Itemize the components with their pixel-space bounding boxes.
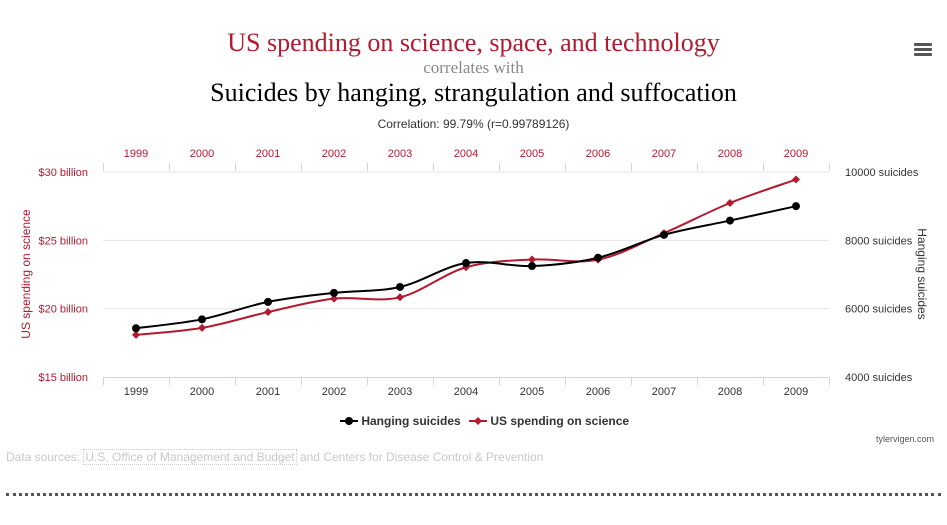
- x-axis-bottom-tick-label: 2009: [784, 386, 808, 398]
- data-source-link[interactable]: U.S. Office of Management and Budget: [83, 449, 297, 465]
- legend-marker-diamond-icon: [469, 417, 487, 425]
- y-axis-left-title: US spending on science: [19, 209, 33, 339]
- y-axis-right-tick-label: 6000 suicides: [845, 304, 913, 316]
- data-sources-suffix: and Centers for Disease Control & Preven…: [296, 450, 544, 464]
- legend-marker-circle-icon: [340, 417, 358, 425]
- y-axis-right-tick-label: 10000 suicides: [845, 167, 919, 179]
- legend-label: US spending on science: [490, 414, 630, 428]
- y-axis-left-tick-label: $30 billion: [38, 167, 88, 179]
- data-point-hanging-suicides: [396, 282, 404, 291]
- x-axis-bottom-tick-label: 2003: [388, 386, 412, 398]
- data-point-us-spending: [396, 293, 404, 302]
- x-axis-top-tick-label: 2006: [586, 148, 610, 160]
- data-point-us-spending: [264, 308, 272, 317]
- data-point-hanging-suicides: [198, 315, 206, 324]
- x-axis-top-tick-label: 2002: [322, 148, 346, 160]
- chart-title-primary: US spending on science, space, and techn…: [227, 28, 720, 57]
- data-point-hanging-suicides: [726, 216, 734, 225]
- x-axis-bottom-tick-label: 1999: [124, 386, 148, 398]
- x-axis-bottom-tick-label: 2006: [586, 386, 610, 398]
- data-point-hanging-suicides: [462, 259, 470, 268]
- chart-title-connector: correlates with: [423, 58, 524, 77]
- legend-item-us-spending[interactable]: US spending on science: [469, 414, 629, 428]
- hamburger-menu-icon[interactable]: [914, 43, 932, 57]
- y-axis-left-tick-label: $25 billion: [38, 235, 88, 247]
- data-point-us-spending: [726, 199, 734, 208]
- x-axis-top-tick-label: 1999: [124, 148, 148, 160]
- y-axis-left-tick-label: $15 billion: [38, 372, 88, 384]
- data-point-us-spending: [792, 175, 800, 184]
- data-point-hanging-suicides: [594, 253, 602, 262]
- x-axis-top-tick-label: 2005: [520, 148, 544, 160]
- data-point-hanging-suicides: [528, 262, 536, 271]
- data-point-us-spending: [132, 330, 140, 339]
- x-axis-top-tick-label: 2008: [718, 148, 742, 160]
- dotted-divider: [6, 493, 941, 496]
- y-axis-left-tick-label: $20 billion: [38, 304, 88, 316]
- x-axis-top-tick-label: 2009: [784, 148, 808, 160]
- data-point-hanging-suicides: [330, 288, 338, 297]
- x-axis-top-tick-label: 2000: [190, 148, 214, 160]
- x-axis-bottom-tick-label: 2008: [718, 386, 742, 398]
- credit-link[interactable]: tylervigen.com: [875, 434, 934, 444]
- x-axis-top-tick-label: 2007: [652, 148, 676, 160]
- y-axis-right-tick-label: 4000 suicides: [845, 372, 913, 384]
- data-point-hanging-suicides: [264, 297, 272, 306]
- x-axis-bottom-tick-label: 2000: [190, 386, 214, 398]
- data-point-hanging-suicides: [660, 230, 668, 239]
- legend-item-hanging-suicides[interactable]: Hanging suicides: [340, 414, 461, 428]
- y-axis-right-tick-label: 8000 suicides: [845, 235, 913, 247]
- x-axis-bottom-tick-label: 2005: [520, 386, 544, 398]
- chart-title-secondary: Suicides by hanging, strangulation and s…: [210, 78, 737, 107]
- y-axis-right-title: Hanging suicides: [915, 228, 929, 319]
- x-axis-top-tick-label: 2003: [388, 148, 412, 160]
- data-point-hanging-suicides: [132, 324, 140, 333]
- correlation-label: Correlation: 99.79% (r=0.99789126): [377, 117, 570, 131]
- x-axis-top-tick-label: 2004: [454, 148, 478, 160]
- data-point-us-spending: [330, 294, 338, 303]
- data-sources: Data sources: U.S. Office of Management …: [6, 449, 544, 465]
- x-axis-top-tick-label: 2001: [256, 148, 280, 160]
- x-axis-bottom-tick-label: 2007: [652, 386, 676, 398]
- data-point-us-spending: [198, 323, 206, 332]
- x-axis-bottom-tick-label: 2001: [256, 386, 280, 398]
- x-axis-bottom-tick-label: 2002: [322, 386, 346, 398]
- legend-label: Hanging suicides: [361, 414, 461, 428]
- data-point-hanging-suicides: [792, 202, 800, 211]
- data-point-us-spending: [528, 255, 536, 264]
- data-sources-prefix: Data sources:: [6, 450, 84, 464]
- x-axis-bottom-tick-label: 2004: [454, 386, 478, 398]
